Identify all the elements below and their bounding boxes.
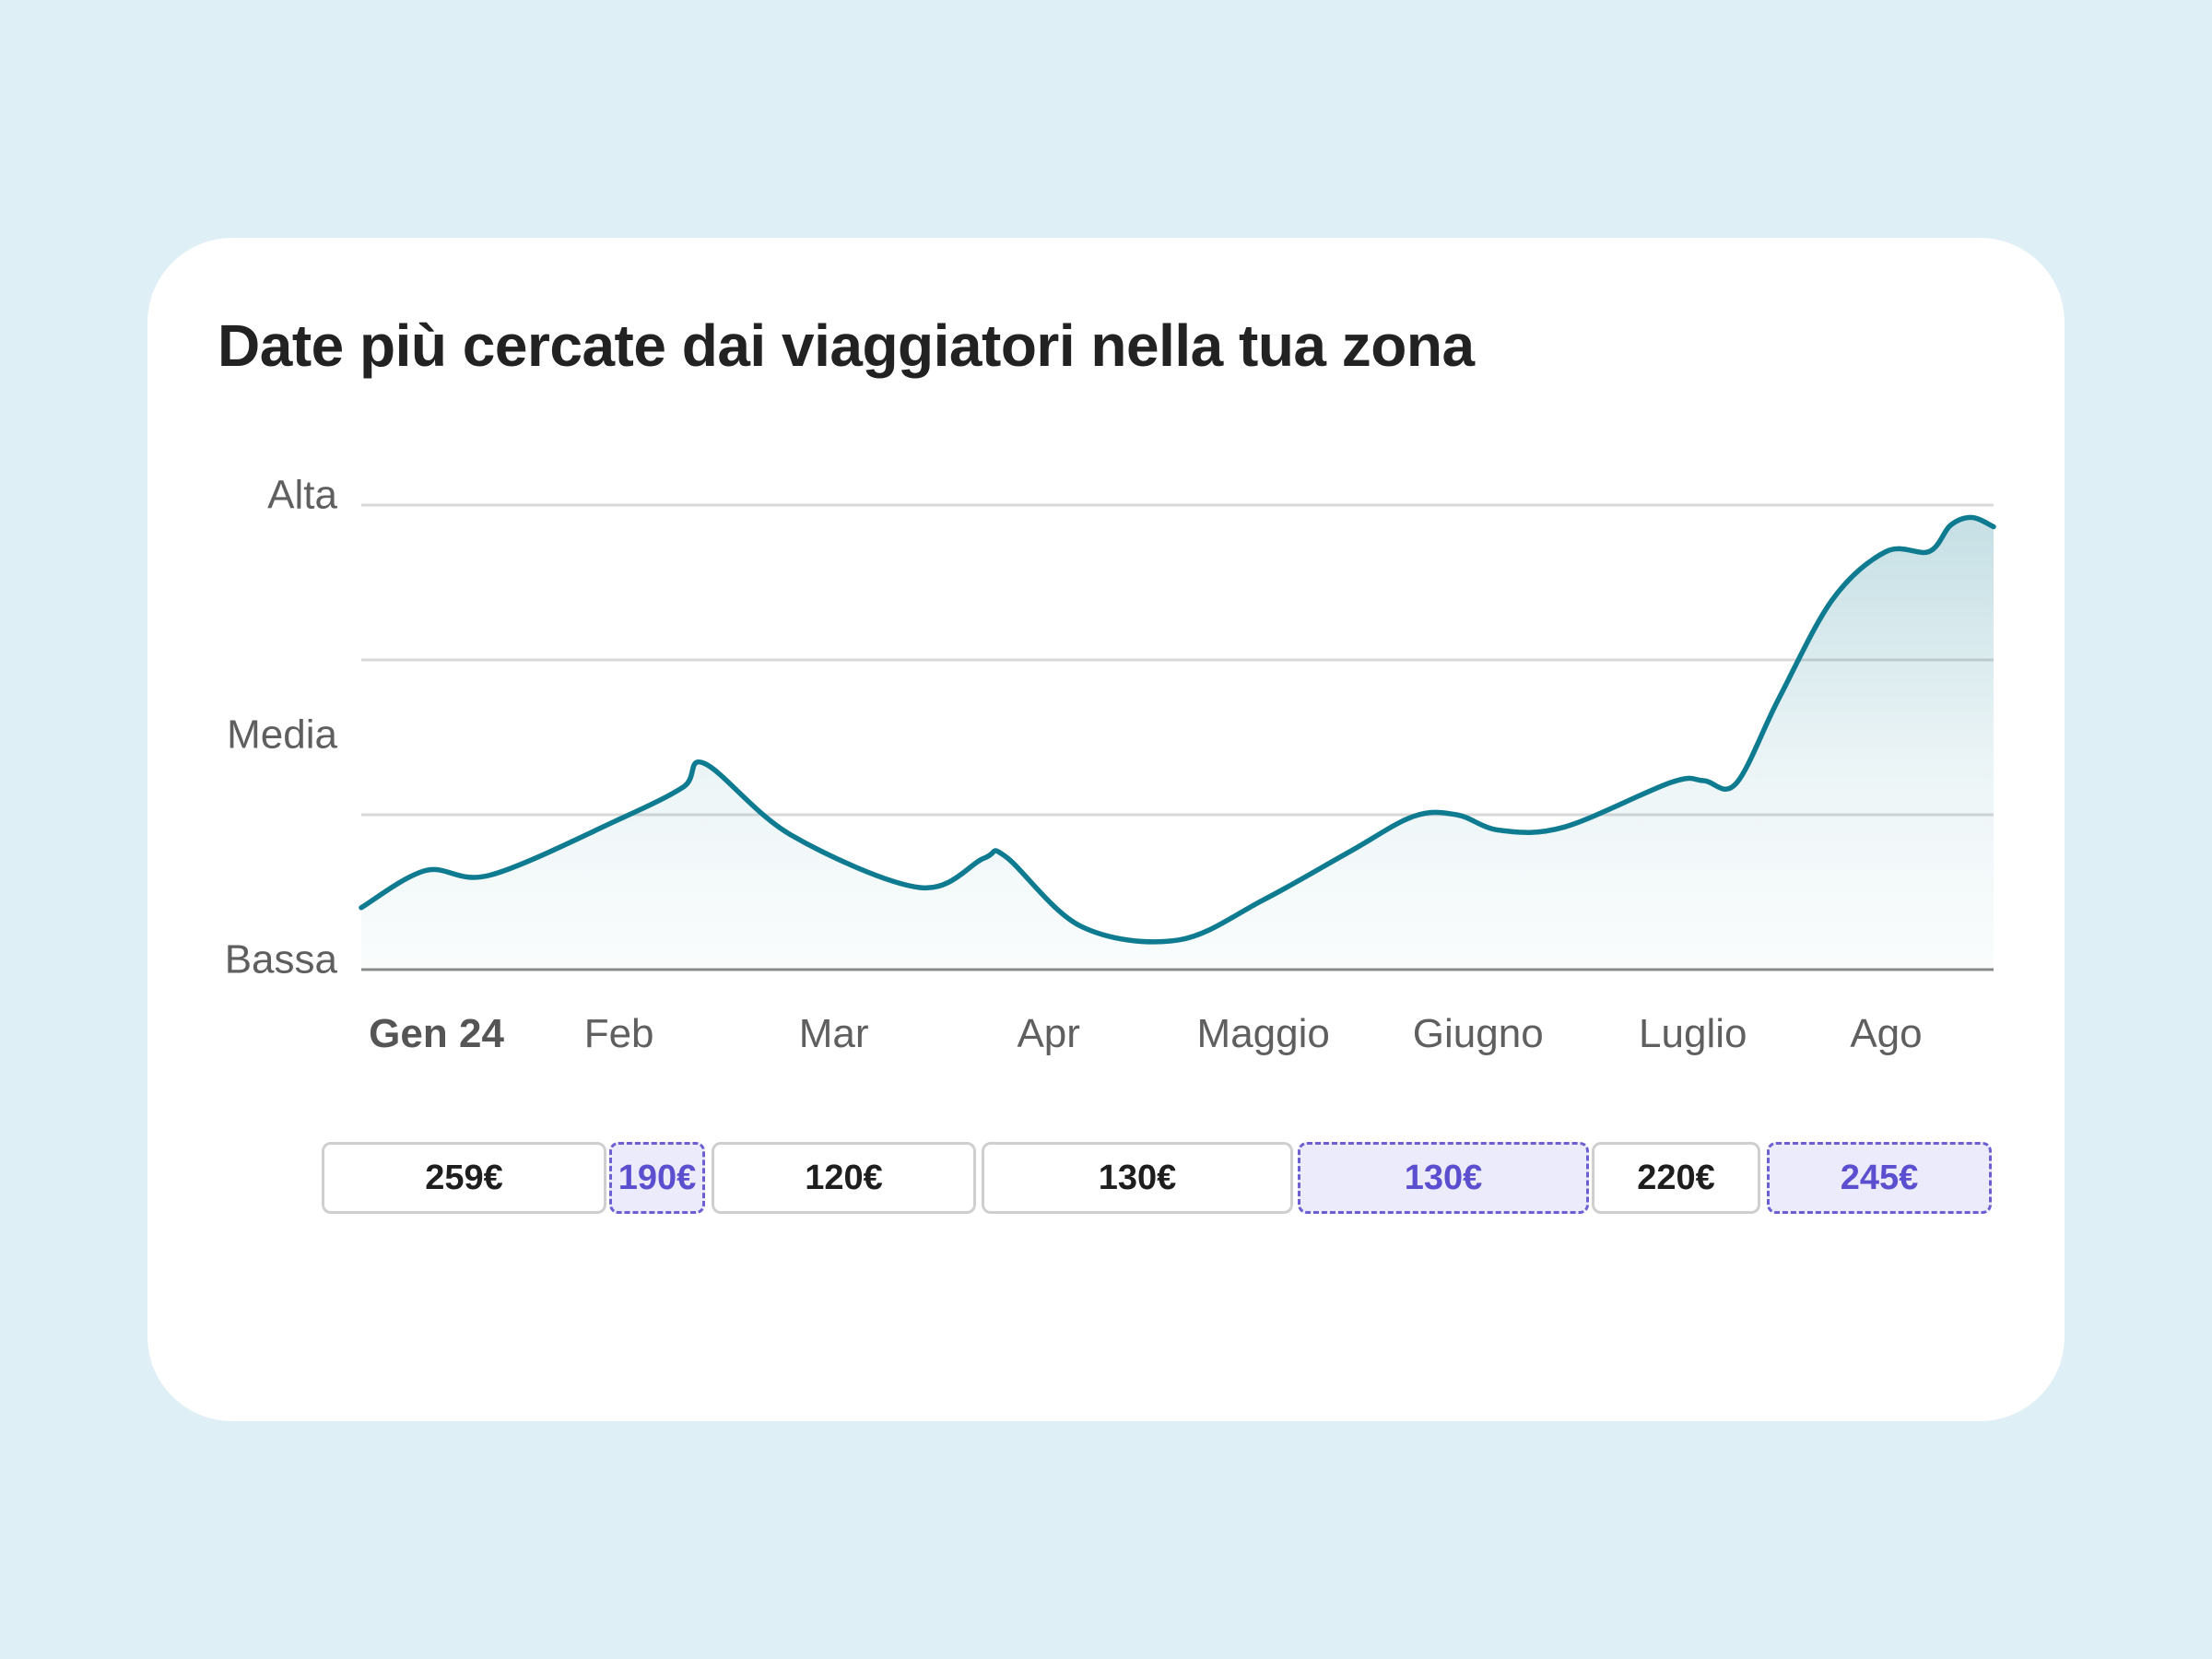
x-tick-label: Apr <box>1017 1011 1079 1056</box>
trend-area <box>361 517 1994 970</box>
price-segment-highlighted[interactable]: 190€ <box>609 1142 705 1214</box>
x-tick-label: Gen 24 <box>369 1011 504 1056</box>
x-tick-label: Maggio <box>1197 1011 1330 1056</box>
x-tick-label: Luglio <box>1639 1011 1747 1056</box>
x-tick-label: Giugno <box>1413 1011 1544 1056</box>
y-level-label: Alta <box>267 473 337 518</box>
x-tick-label: Feb <box>584 1011 654 1056</box>
price-segment[interactable]: 259€ <box>322 1142 606 1214</box>
y-level-label: Bassa <box>225 937 338 982</box>
x-tick-label: Mar <box>799 1011 869 1056</box>
price-segment[interactable]: 130€ <box>982 1142 1293 1214</box>
chart-title: Date più cercate dai viaggiatori nella t… <box>218 312 1475 379</box>
x-tick-label: Ago <box>1850 1011 1922 1056</box>
price-segment[interactable]: 120€ <box>712 1142 976 1214</box>
price-segment-highlighted[interactable]: 130€ <box>1298 1142 1589 1214</box>
trend-line <box>359 514 1996 945</box>
price-segment[interactable]: 220€ <box>1592 1142 1760 1214</box>
price-segment-highlighted[interactable]: 245€ <box>1767 1142 1992 1214</box>
y-level-label: Media <box>227 712 337 758</box>
